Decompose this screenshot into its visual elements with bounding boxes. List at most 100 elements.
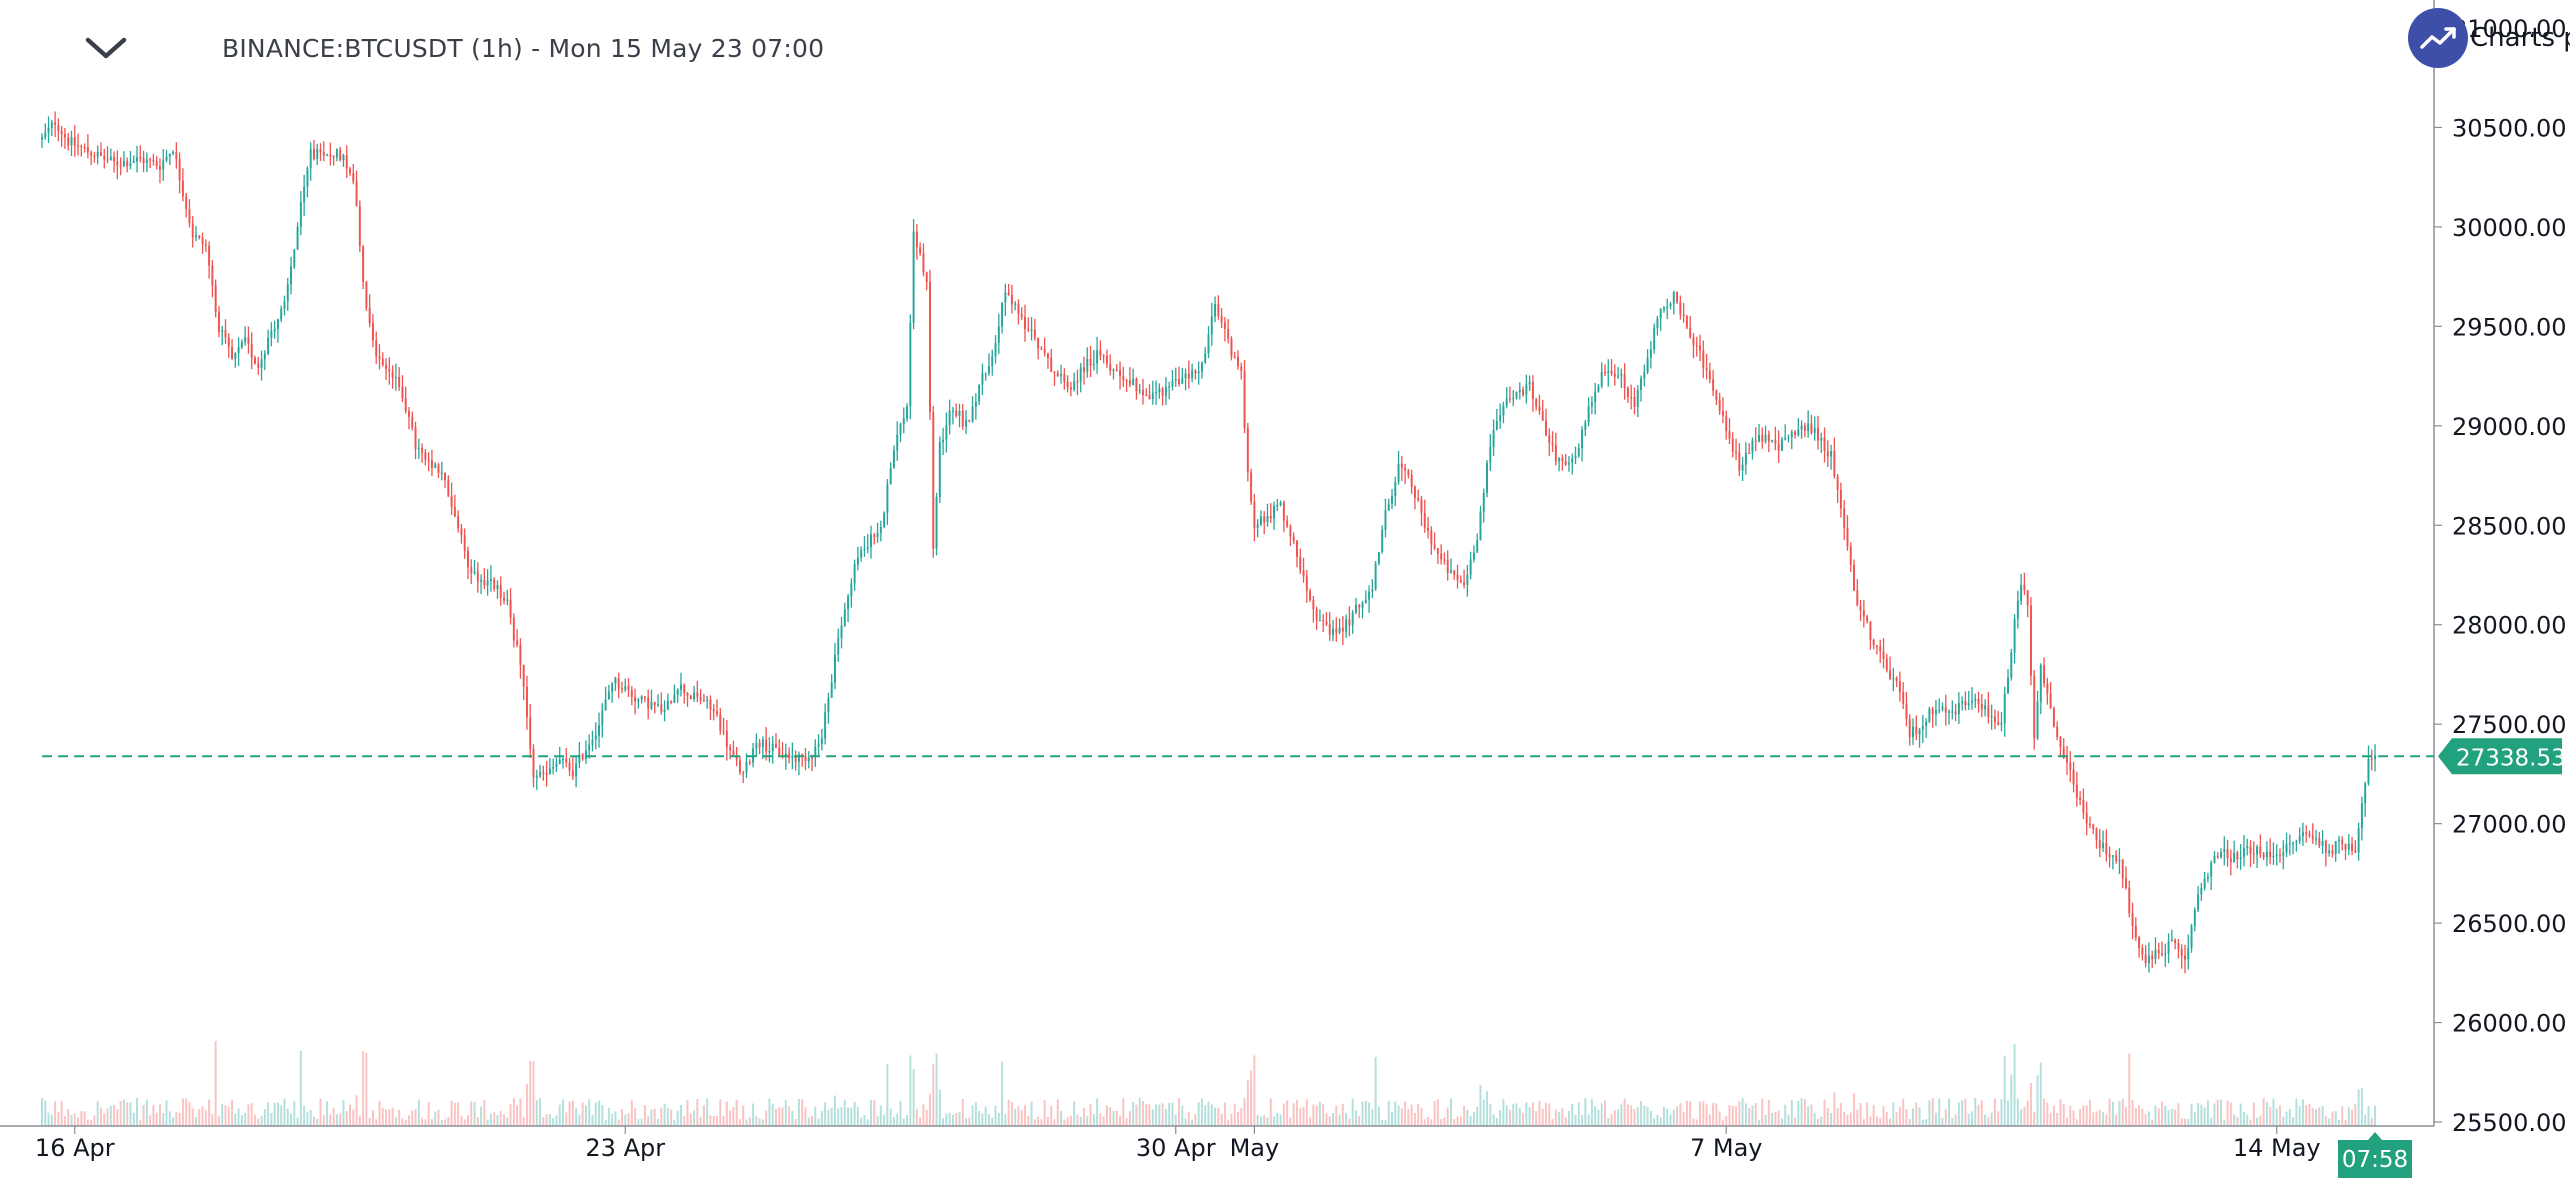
candle-body [1928, 708, 1931, 722]
volume-bar [951, 1114, 954, 1126]
candle-body [791, 756, 794, 759]
menu-toggle-button[interactable] [82, 30, 130, 70]
volume-bar [945, 1113, 948, 1126]
candle-body [1682, 314, 1685, 317]
volume-bar [870, 1099, 872, 1126]
volume-bar [653, 1108, 656, 1126]
volume-bar [2279, 1105, 2281, 1126]
volume-bar [2141, 1108, 2144, 1126]
brand-link[interactable]: Charts p [2408, 8, 2570, 68]
volume-bar [1443, 1117, 1446, 1126]
candle-body [2046, 683, 2049, 694]
volume-bar [1315, 1105, 1318, 1126]
candle-body [1417, 498, 1420, 500]
volume-bar [1912, 1108, 1914, 1126]
volume-bar [224, 1105, 227, 1126]
volume-bar [1056, 1099, 1059, 1126]
volume-bar [522, 1117, 525, 1126]
volume-bar [276, 1102, 279, 1126]
volume-bar [303, 1105, 306, 1126]
candle-body [2331, 850, 2334, 854]
volume-bar [581, 1102, 584, 1126]
volume-bar [725, 1101, 728, 1126]
volume-bar [1302, 1107, 1305, 1126]
candle-body [712, 709, 715, 712]
candle-body [1079, 367, 1082, 382]
candle-body [991, 356, 994, 367]
volume-bar [2000, 1099, 2003, 1126]
candle-body [1086, 358, 1089, 372]
candle-body [1440, 553, 1443, 560]
candle-body [1168, 386, 1171, 388]
candle-body [1971, 700, 1973, 703]
candle-body [1571, 458, 1574, 463]
candle-body [1830, 450, 1833, 457]
candle-body [1735, 451, 1738, 453]
candle-body [136, 157, 139, 162]
volume-bar [50, 1114, 53, 1126]
volume-bar [1721, 1119, 1724, 1126]
candle-body [565, 758, 568, 763]
volume-bar [1918, 1107, 1921, 1126]
volume-bar [824, 1102, 827, 1126]
volume-bar [355, 1095, 358, 1126]
candle-body [493, 579, 496, 589]
candle-body [2239, 857, 2242, 860]
candle-body [1174, 379, 1177, 381]
candle-body [1787, 437, 1790, 439]
candle-body [1525, 384, 1528, 395]
candle-body [1279, 502, 1282, 506]
volume-bar [673, 1119, 676, 1126]
candle-body [2118, 860, 2121, 862]
volume-bar [90, 1119, 93, 1126]
volume-bar [280, 1105, 283, 1126]
candle-body [1957, 702, 1960, 715]
volume-bar [1810, 1104, 1813, 1126]
time-badge-label: 07:58 [2342, 1147, 2408, 1173]
candle-body [2088, 823, 2091, 825]
volume-bar [2105, 1114, 2108, 1126]
volume-bar [876, 1116, 879, 1126]
volume-bar [1423, 1119, 1426, 1126]
volume-bar [755, 1115, 758, 1126]
candle-body [152, 160, 155, 162]
candle-body [286, 284, 289, 302]
candle-body [804, 755, 807, 762]
candle-body [2020, 584, 2023, 601]
volume-bar [1610, 1114, 1613, 1126]
volume-bar [1292, 1103, 1295, 1126]
volume-bar [620, 1108, 623, 1126]
candle-body [1636, 390, 1639, 407]
volume-bar [1102, 1116, 1105, 1126]
candle-body [1784, 438, 1787, 440]
volume-bar [129, 1102, 132, 1126]
candle-body [1014, 303, 1017, 305]
volume-bar [650, 1109, 653, 1126]
volume-bar [1046, 1116, 1049, 1126]
volume-bar [1744, 1103, 1747, 1126]
axes-layer: 31000.00 30500.00 30000.00 29500.00 29000.00… [0, 0, 2567, 1162]
candle-body [968, 420, 971, 422]
candle-body [339, 149, 342, 161]
volume-bar [775, 1108, 777, 1126]
volume-bar [2007, 1100, 2010, 1126]
candle-body [1161, 388, 1164, 396]
volume-bar [1554, 1109, 1557, 1126]
volume-bar [1695, 1119, 1698, 1126]
volume-bar [473, 1102, 476, 1126]
volume-bar [607, 1107, 610, 1126]
volume-bar [411, 1110, 414, 1126]
candle-body [1276, 505, 1279, 507]
volume-bar [2121, 1099, 2124, 1126]
volume-bar [1859, 1103, 1862, 1126]
volume-bar [149, 1115, 152, 1126]
volume-bar [2344, 1119, 2347, 1126]
volume-bar [830, 1107, 833, 1126]
volume-bar [2220, 1099, 2222, 1126]
volume-bar [1328, 1116, 1331, 1126]
candle-body [1685, 316, 1688, 328]
volume-bar [1535, 1111, 1538, 1126]
volume-bar [1977, 1104, 1980, 1126]
